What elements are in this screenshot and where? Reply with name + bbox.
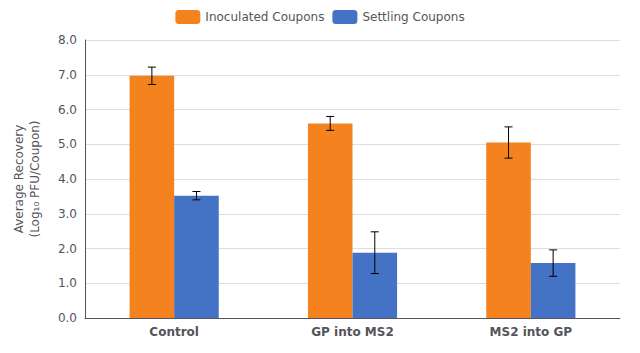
svg-text:0.0: 0.0 [58,311,77,325]
svg-text:Inoculated Coupons: Inoculated Coupons [205,10,324,24]
svg-text:5.0: 5.0 [58,137,77,151]
svg-text:Average Recovery: Average Recovery [12,125,26,234]
svg-text:Control: Control [149,325,199,339]
svg-text:(Log₁₀ PFU/Coupon): (Log₁₀ PFU/Coupon) [28,120,42,237]
svg-text:GP into MS2: GP into MS2 [311,325,394,339]
svg-text:8.0: 8.0 [58,33,77,47]
svg-text:7.0: 7.0 [58,68,77,82]
svg-text:Settling Coupons: Settling Coupons [362,10,464,24]
svg-text:6.0: 6.0 [58,103,77,117]
svg-text:3.0: 3.0 [58,207,77,221]
svg-text:MS2 into GP: MS2 into GP [490,325,573,339]
svg-text:1.0: 1.0 [58,276,77,290]
svg-text:4.0: 4.0 [58,172,77,186]
svg-text:2.0: 2.0 [58,242,77,256]
